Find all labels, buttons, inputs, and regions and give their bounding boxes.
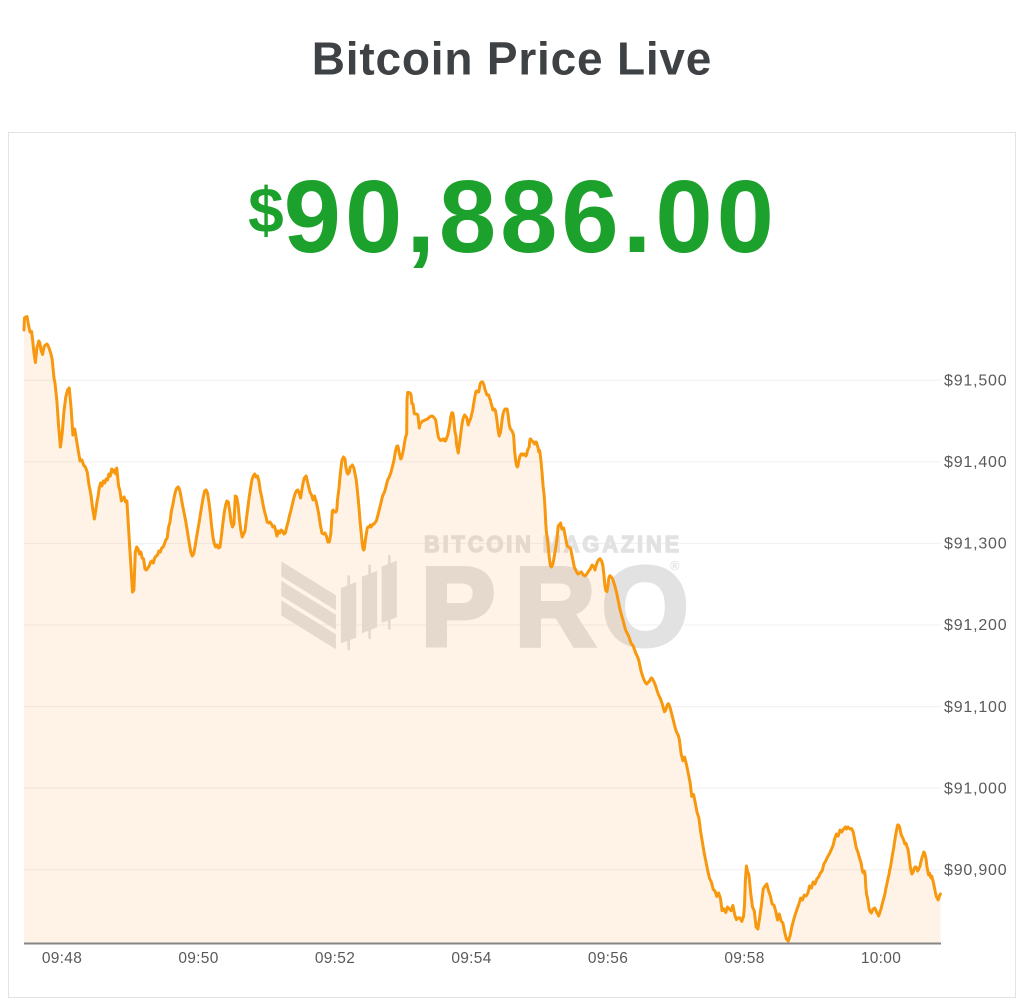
svg-text:09:54: 09:54: [451, 950, 491, 967]
svg-text:$91,300: $91,300: [944, 536, 1007, 553]
svg-text:PRO: PRO: [421, 545, 688, 669]
svg-text:09:56: 09:56: [588, 950, 628, 967]
svg-text:$91,400: $91,400: [944, 454, 1007, 471]
svg-text:$91,000: $91,000: [944, 780, 1007, 797]
svg-text:09:50: 09:50: [178, 950, 218, 967]
svg-text:Bitcoin Price Live: Bitcoin Price Live: [312, 33, 712, 85]
svg-text:$90,886.00: $90,886.00: [248, 159, 778, 274]
svg-text:$91,500: $91,500: [944, 373, 1007, 390]
svg-text:$91,100: $91,100: [944, 699, 1007, 716]
svg-text:09:58: 09:58: [724, 950, 764, 967]
svg-text:$91,200: $91,200: [944, 617, 1007, 634]
svg-text:®: ®: [670, 558, 680, 573]
svg-text:09:52: 09:52: [315, 950, 355, 967]
svg-text:$90,900: $90,900: [944, 862, 1007, 879]
svg-text:09:48: 09:48: [42, 950, 82, 967]
svg-text:BITCOIN MAGAZINE: BITCOIN MAGAZINE: [424, 531, 682, 557]
svg-text:10:00: 10:00: [861, 950, 901, 967]
